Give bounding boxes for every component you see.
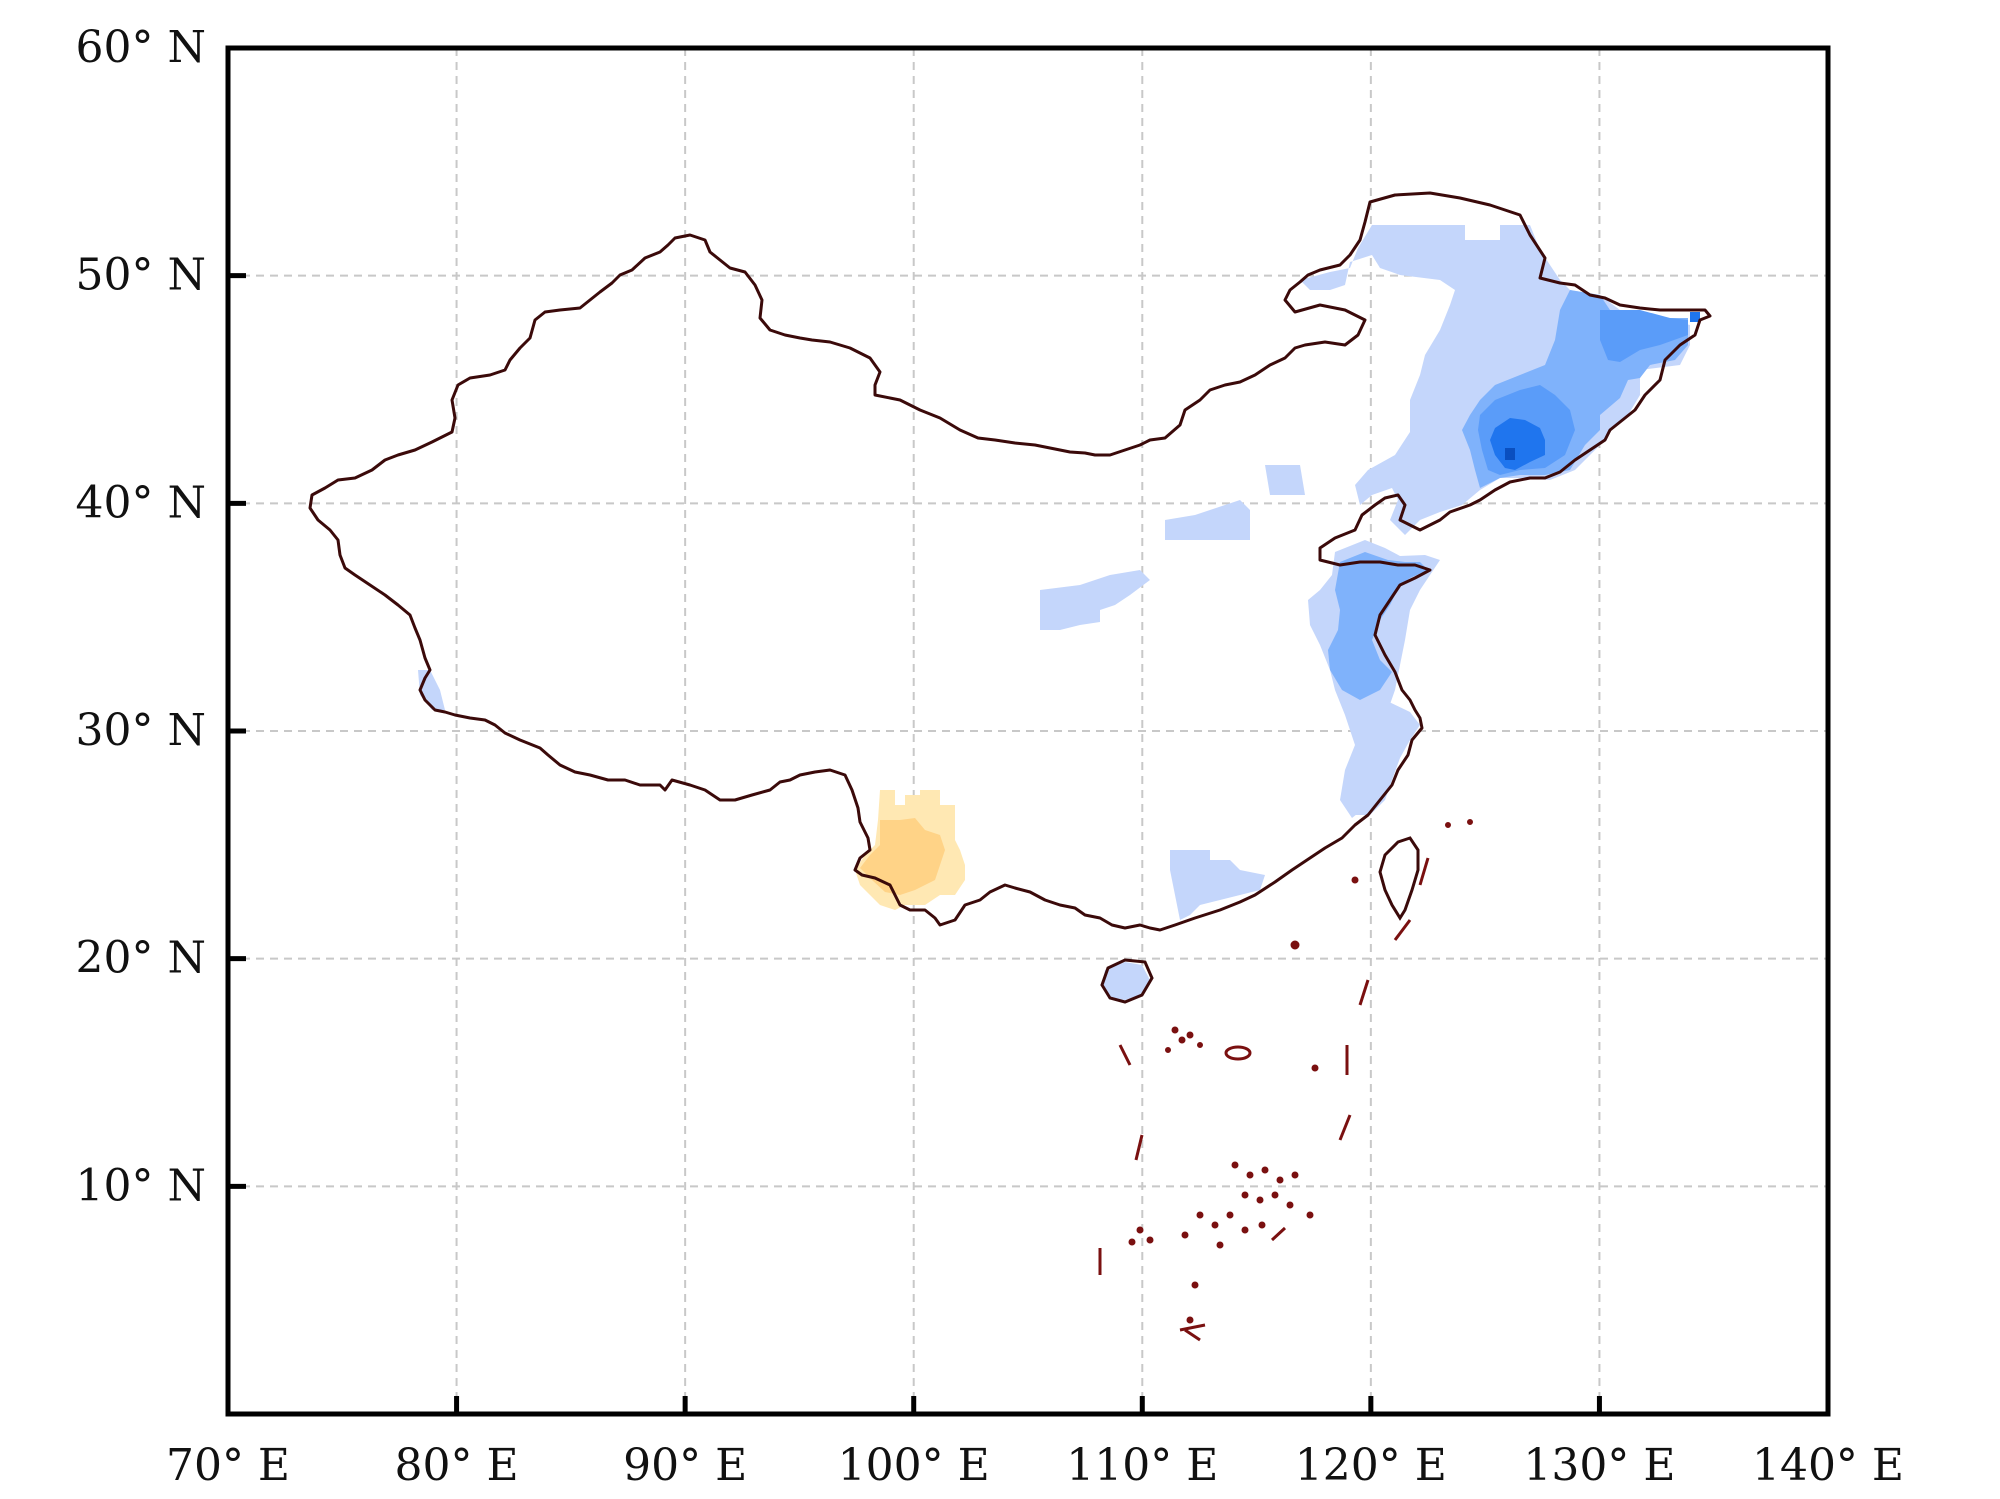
region-northeast-core-cell [1505,448,1515,460]
island-f [1311,1064,1319,1072]
island-g [1290,940,1300,950]
island-y [1181,1231,1189,1239]
dash-6 [1338,1114,1352,1141]
island-aa [1136,1226,1144,1234]
island-af [1306,1211,1314,1219]
island-c [1186,1031,1194,1039]
region-hainan-light [1102,962,1150,1000]
island-ab [1146,1236,1154,1244]
region-guangxi-light [1170,850,1265,920]
dash-5 [1270,1226,1287,1242]
taiwan-border [1378,836,1420,921]
y-tick-label-20: 20° N [76,933,206,984]
dash-2 [1134,1134,1144,1161]
x-tick-label-110: 110° E [1066,1440,1218,1491]
island-a [1171,1026,1179,1034]
dash-4 [1184,1328,1201,1342]
island-b [1178,1036,1186,1044]
x-tick-label-140: 140° E [1752,1440,1904,1491]
island-d [1197,1042,1203,1048]
x-tick-label-70: 70° E [166,1440,290,1491]
x-tick-labels: 70° E 80° E 90° E 100° E 110° E 120° E 130° E 1… [166,1440,1904,1491]
country-border [308,191,1712,1004]
y-tick-label-60: 60° N [76,22,206,73]
island-james-shoal [1179,1323,1206,1332]
china-mainland-border [308,191,1712,932]
island-paracel-main [1224,1045,1252,1061]
x-tick-label-120: 120° E [1295,1440,1447,1491]
island-ad [1191,1281,1199,1289]
x-tick-label-80: 80° E [395,1440,519,1491]
island-s [1286,1201,1294,1209]
region-east-coast-light [1355,700,1420,815]
region-north-china-mid [1328,552,1428,700]
x-tick-label-90: 90° E [623,1440,747,1491]
island-ac [1128,1238,1136,1246]
island-z [1216,1241,1224,1249]
island-n [1276,1176,1284,1184]
y-tick-label-30: 30° N [76,705,206,756]
dash-9 [1393,919,1412,941]
dash-8 [1358,979,1370,1006]
dash-1 [1118,1044,1132,1066]
island-w [1258,1221,1266,1229]
region-inner-mongolia-c [1265,465,1305,495]
island-x [1196,1211,1204,1219]
island-p [1241,1191,1249,1199]
island-l [1246,1171,1254,1179]
dash-10 [1418,857,1430,886]
region-inner-mongolia-a [1040,570,1150,630]
island-k [1231,1161,1239,1169]
hainan-border [1100,958,1154,1004]
island-e [1165,1047,1171,1053]
y-tick-label-40: 40° N [76,477,206,528]
island-o [1291,1171,1299,1179]
island-r [1271,1191,1279,1199]
y-tick-label-50: 50° N [76,250,206,301]
shaded-regions [418,225,1700,1000]
south-china-sea-features [1098,819,1473,1342]
island-ae [1186,1316,1194,1324]
region-northeast-core [1490,418,1545,470]
island-j [1467,819,1473,825]
island-m [1261,1166,1269,1174]
axis-ticks [228,273,1602,1414]
island-v [1241,1226,1249,1234]
island-i [1445,822,1451,828]
region-northeast-tip-cell [1690,312,1700,322]
region-xinjiang-sliver [418,670,445,710]
island-t [1226,1211,1234,1219]
x-tick-label-100: 100° E [838,1440,990,1491]
region-inner-mongolia-b [1165,500,1250,540]
y-tick-label-10: 10° N [76,1160,206,1211]
x-tick-label-130: 130° E [1523,1440,1675,1491]
gridlines [228,48,1828,1414]
island-q [1256,1196,1264,1204]
y-tick-labels: 10° N 20° N 30° N 40° N 50° N 60° N [76,22,206,1211]
region-yunnan-mid [860,818,945,895]
region-northeast-upper-strong [1600,310,1688,362]
island-h [1351,876,1359,884]
island-u [1211,1221,1219,1229]
